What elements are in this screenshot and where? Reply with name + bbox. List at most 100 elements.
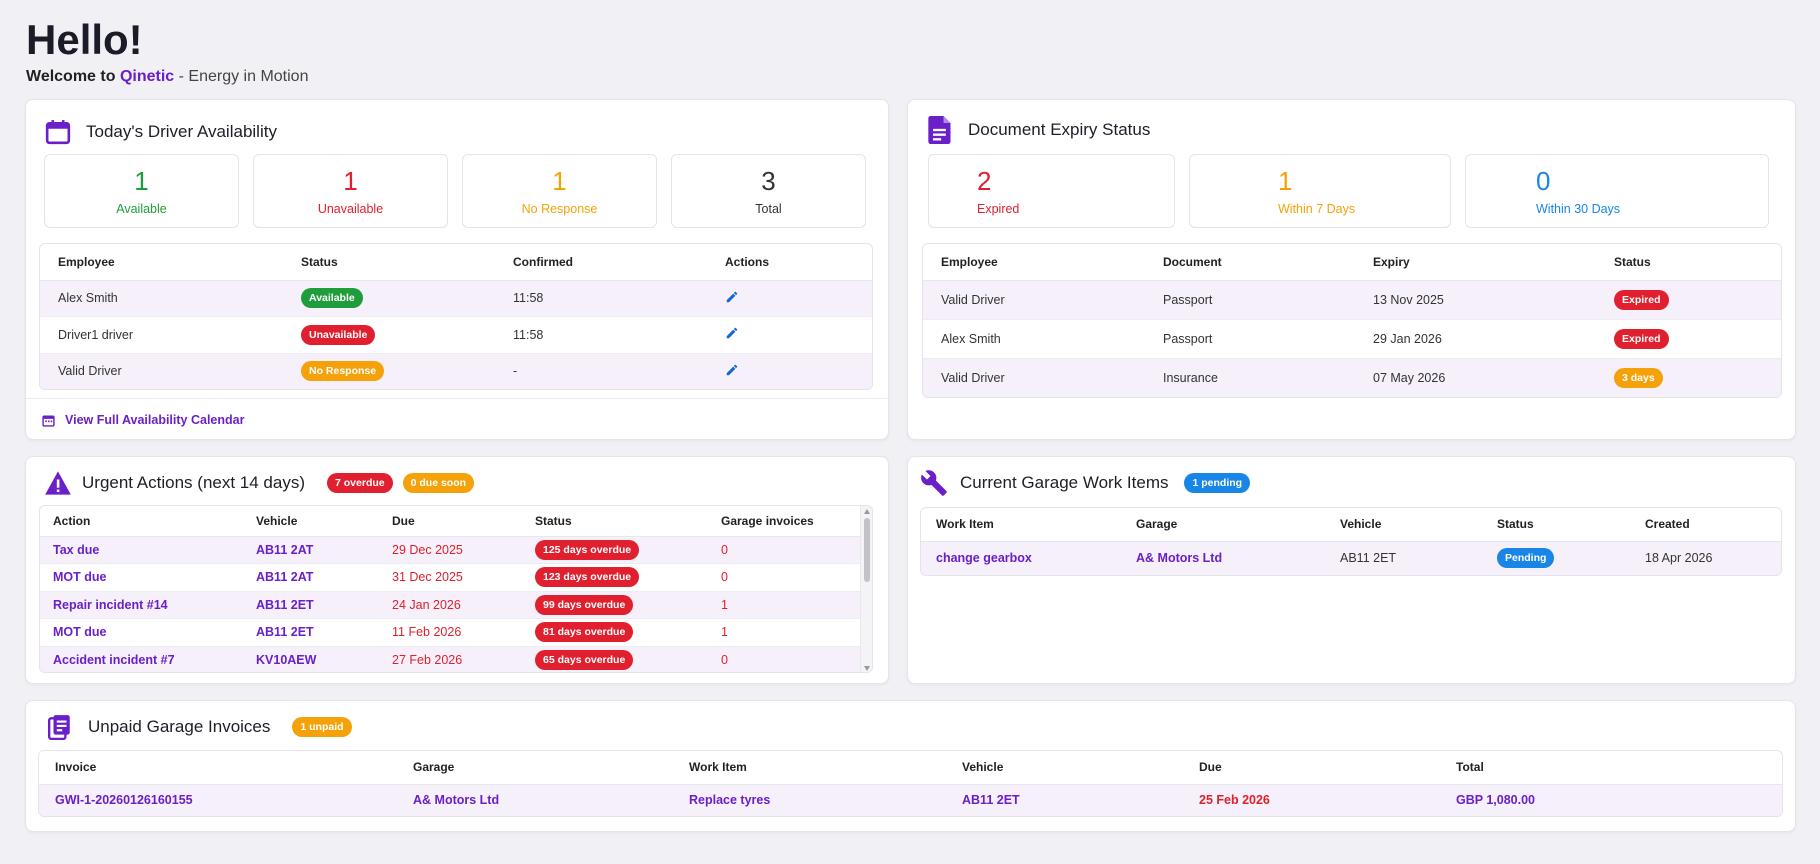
status-cell: 99 days overdue: [517, 591, 703, 619]
stat-label: Available: [116, 202, 167, 216]
confirmed-cell: -: [495, 353, 707, 389]
brand-name: Qinetic: [119, 68, 175, 85]
garage-link[interactable]: A& Motors Ltd: [1118, 541, 1322, 575]
wrench-icon: [920, 469, 948, 497]
scroll-down-arrow[interactable]: [864, 666, 870, 671]
table-row: Accident incident #7 KV10AEW 27 Feb 2026…: [40, 646, 872, 672]
welcome-line: Welcome to Qinetic - Energy in Motion: [26, 68, 308, 86]
due-cell: 27 Feb 2026: [374, 646, 517, 672]
column-header: Expiry: [1355, 244, 1596, 281]
small-calendar-icon: [42, 414, 55, 427]
vehicle-link[interactable]: AB11 2AT: [238, 563, 374, 592]
actions-cell: [707, 316, 872, 354]
scrollbar-thumb[interactable]: [864, 518, 870, 582]
column-header: Garage: [395, 751, 671, 785]
column-header: Invoice: [39, 751, 395, 785]
vehicle-link[interactable]: KV10AEW: [238, 646, 374, 672]
vehicle-link[interactable]: AB11 2ET: [944, 784, 1181, 816]
stat-available: 1 Available: [44, 154, 239, 228]
urgent-table: Action Vehicle Due Status Garage invoice…: [39, 505, 873, 673]
table-row: Driver1 driver Unavailable 11:58: [40, 316, 872, 354]
stat-unavailable: 1 Unavailable: [253, 154, 448, 228]
vehicle-link[interactable]: AB11 2ET: [238, 618, 374, 647]
status-cell: 65 days overdue: [517, 646, 703, 672]
garage-link[interactable]: A& Motors Ltd: [395, 784, 671, 816]
stat-label: No Response: [521, 202, 598, 216]
stat-value: 1: [343, 166, 358, 196]
vehicle-link[interactable]: AB11 2ET: [238, 591, 374, 619]
garage-work-card: Current Garage Work Items 1 pending Work…: [907, 456, 1796, 684]
driver-availability-card: Today's Driver Availability 1 Available …: [25, 99, 889, 440]
status-cell: Available: [283, 280, 495, 317]
column-header: Due: [374, 506, 517, 537]
action-link[interactable]: Accident incident #7: [40, 646, 238, 672]
urgent-title: Urgent Actions (next 14 days): [82, 473, 306, 492]
expiry-cell: 13 Nov 2025: [1355, 280, 1596, 320]
vehicle-link[interactable]: AB11 2AT: [238, 536, 374, 564]
stat-within-7-days: 1 Within 7 Days: [1189, 154, 1451, 228]
action-link[interactable]: MOT due: [40, 618, 238, 647]
confirmed-cell: 11:58: [495, 280, 707, 317]
overdue-badge: 7 overdue: [327, 473, 393, 493]
status-badge: 99 days overdue: [535, 594, 634, 615]
status-cell: Pending: [1479, 541, 1627, 575]
stat-within-30-days: 0 Within 30 Days: [1465, 154, 1769, 228]
status-cell: No Response: [283, 353, 495, 389]
status-cell: 3 days: [1596, 358, 1781, 397]
tagline: - Energy in Motion: [178, 68, 309, 85]
column-header: Actions: [707, 244, 872, 281]
invoices-table: Invoice Garage Work Item Vehicle Due Tot…: [38, 750, 1783, 817]
unpaid-badge: 1 unpaid: [292, 717, 352, 737]
welcome-text: Welcome to: [26, 68, 116, 85]
page-title: Hello!: [26, 16, 143, 63]
expiry-cell: 29 Jan 2026: [1355, 319, 1596, 359]
status-badge: Unavailable: [301, 324, 376, 345]
stat-label: Total: [755, 202, 782, 216]
due-cell: 11 Feb 2026: [374, 618, 517, 647]
pencil-icon[interactable]: [725, 290, 739, 304]
document-cell: Passport: [1145, 319, 1355, 359]
column-header: Total: [1438, 751, 1782, 785]
employee-cell: Alex Smith: [40, 280, 283, 317]
table-row: MOT due AB11 2ET 11 Feb 2026 81 days ove…: [40, 618, 872, 647]
status-badge: 3 days: [1614, 367, 1663, 388]
column-header: Action: [40, 506, 238, 537]
stat-value: 1: [1278, 166, 1293, 196]
table-row: Alex Smith Available 11:58: [40, 280, 872, 317]
column-header: Document: [1145, 244, 1355, 281]
pencil-icon[interactable]: [725, 326, 739, 340]
column-header: Status: [1479, 508, 1627, 542]
action-link[interactable]: Tax due: [40, 536, 238, 564]
work-item-link[interactable]: change gearbox: [921, 541, 1118, 575]
calendar-icon: [44, 118, 72, 146]
garage-work-table: Work Item Garage Vehicle Status Created …: [920, 507, 1782, 576]
scrollbar[interactable]: [860, 506, 872, 672]
action-link[interactable]: MOT due: [40, 563, 238, 592]
urgent-actions-card: Urgent Actions (next 14 days) 7 overdue …: [25, 456, 889, 684]
confirmed-cell: 11:58: [495, 316, 707, 354]
column-header: Vehicle: [944, 751, 1181, 785]
availability-title: Today's Driver Availability: [86, 122, 277, 141]
scroll-up-arrow[interactable]: [864, 509, 870, 514]
table-row: GWI-1-20260126160155 A& Motors Ltd Repla…: [39, 784, 1782, 816]
stat-value: 0: [1536, 166, 1551, 196]
view-calendar-link[interactable]: View Full Availability Calendar: [65, 413, 245, 427]
created-cell: 18 Apr 2026: [1627, 541, 1781, 575]
stat-label: Unavailable: [317, 202, 384, 216]
column-header: Work Item: [921, 508, 1118, 542]
stat-no-response: 1 No Response: [462, 154, 657, 228]
stat-total: 3 Total: [671, 154, 866, 228]
invoices-cell: 0: [703, 563, 872, 592]
work-item-link[interactable]: Replace tyres: [671, 784, 944, 816]
action-link[interactable]: Repair incident #14: [40, 591, 238, 619]
invoices-cell: 1: [703, 591, 872, 619]
status-cell: Unavailable: [283, 316, 495, 354]
invoice-link[interactable]: GWI-1-20260126160155: [39, 784, 395, 816]
pencil-icon[interactable]: [725, 363, 739, 377]
invoices-cell: 0: [703, 646, 872, 672]
status-cell: 125 days overdue: [517, 536, 703, 564]
stat-label: Expired: [977, 202, 1020, 216]
vehicle-cell: AB11 2ET: [1322, 541, 1479, 575]
table-row: MOT due AB11 2AT 31 Dec 2025 123 days ov…: [40, 563, 872, 592]
column-header: Confirmed: [495, 244, 707, 281]
